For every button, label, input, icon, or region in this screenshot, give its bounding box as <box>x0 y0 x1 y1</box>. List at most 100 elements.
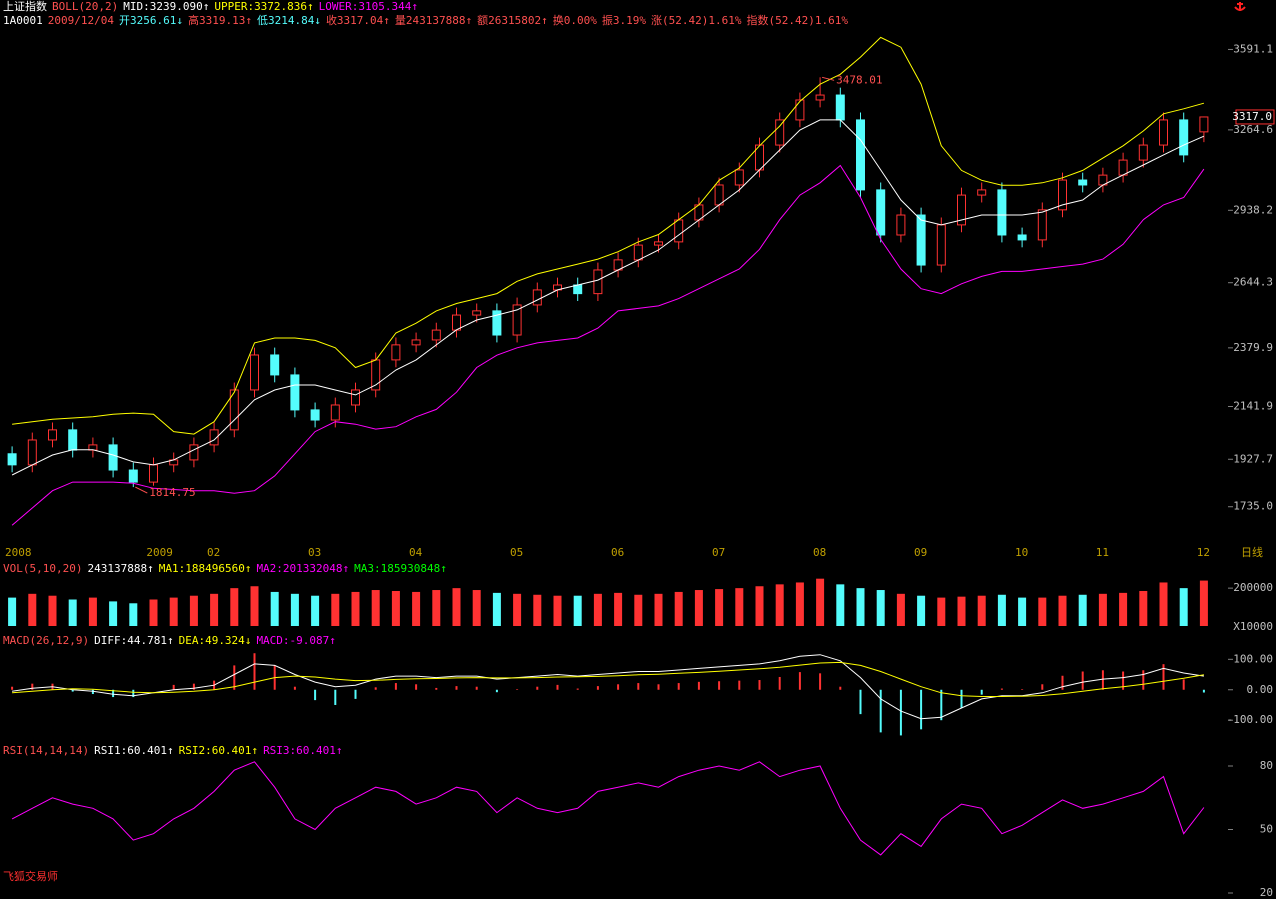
footer-label: 飞狐交易师 <box>3 870 58 883</box>
header-item: DIFF:44.781↑ <box>94 634 174 647</box>
anchor-icon[interactable] <box>1234 2 1246 11</box>
x-tick-label: 2009 <box>146 546 173 559</box>
high-annotation: 3478.01 <box>836 73 882 86</box>
volume-bar <box>977 595 986 626</box>
unit-label: X10000 <box>1233 620 1273 633</box>
candle-body <box>997 189 1007 236</box>
volume-bar <box>593 593 602 626</box>
header-item: 量243137888↑ <box>394 14 473 27</box>
header-line: 上证指数 BOLL(20,2) MID:3239.090↑ UPPER:3372.83… <box>3 0 423 13</box>
y-tick-label: 80 <box>1260 759 1273 772</box>
series-line <box>11 164 1205 526</box>
candle-body <box>573 284 583 295</box>
header-item: 高3319.13↑ <box>187 14 252 27</box>
series-line <box>12 661 1204 697</box>
volume-bar <box>856 588 865 626</box>
candle-body <box>775 119 785 146</box>
y-tick-label: 3591.1 <box>1233 42 1273 55</box>
volume-bar <box>775 584 784 626</box>
y-tick-label: 50 <box>1260 823 1273 836</box>
volume-bar <box>1179 588 1188 626</box>
volume-bar <box>715 589 724 626</box>
x-tick-label: 11 <box>1096 546 1109 559</box>
candle-body <box>856 119 865 191</box>
volume-bar <box>432 590 441 626</box>
candle-body <box>1017 234 1027 241</box>
header-item: UPPER:3372.836↑ <box>214 0 314 13</box>
x-tick-label: 2008 <box>5 546 32 559</box>
y-tick-label: 2141.9 <box>1233 399 1273 412</box>
volume-bar <box>109 601 118 626</box>
volume-bar <box>1159 582 1168 626</box>
candle-body <box>1078 179 1088 186</box>
candle-body <box>1159 119 1168 146</box>
y-tick-label: 200000 <box>1233 581 1273 594</box>
volume-bar <box>735 588 744 626</box>
x-tick-label: 07 <box>712 546 725 559</box>
volume-bar <box>391 590 400 626</box>
candle-body <box>229 389 239 431</box>
header-item: 振3.19% <box>601 14 647 27</box>
header-item: MA1:188496560↑ <box>158 562 252 575</box>
candle-body <box>431 329 441 341</box>
volume-bar <box>331 593 340 626</box>
volume-bar <box>371 590 380 626</box>
candle-body <box>512 304 522 336</box>
candle-body <box>633 244 643 261</box>
volume-bar <box>290 593 299 626</box>
volume-bar <box>1038 597 1047 626</box>
x-tick-label: 03 <box>308 546 321 559</box>
volume-bar <box>1018 597 1027 626</box>
volume-bar <box>1098 593 1107 626</box>
volume-bar <box>533 594 542 626</box>
volume-bar <box>189 595 198 626</box>
series-line <box>11 119 1205 476</box>
volume-bar <box>1058 595 1067 626</box>
volume-bar <box>937 597 946 626</box>
header-item: 开3256.61↓ <box>118 14 183 27</box>
header-item: RSI3:60.401↑ <box>263 744 343 757</box>
volume-bar <box>8 597 17 626</box>
volume-bar <box>573 595 582 626</box>
header-item: BOLL(20,2) <box>52 0 119 13</box>
y-tick-label: 20 <box>1260 886 1273 899</box>
candle-body <box>189 444 199 461</box>
volume-bar <box>634 594 643 626</box>
header-item: RSI2:60.401↑ <box>178 744 259 757</box>
panel-legend: MACD(26,12,9) DIFF:44.781↑ DEA:49.324↓ MACD… <box>3 634 341 647</box>
panel-legend: VOL(5,10,20) 243137888↑ MA1:188496560↑ MA2:… <box>3 562 452 575</box>
candle-body <box>593 269 603 295</box>
candle-body <box>654 241 663 246</box>
volume-bar <box>311 595 320 626</box>
volume-bar <box>270 591 279 626</box>
candle-body <box>7 453 17 466</box>
volume-bar <box>1078 594 1087 626</box>
candle-body <box>330 404 340 421</box>
volume-bar <box>472 590 481 626</box>
volume-bar <box>997 594 1006 626</box>
y-tick-label: 1927.7 <box>1233 452 1273 465</box>
volume-bar <box>169 597 178 626</box>
candle-body <box>977 189 987 196</box>
volume-bar <box>755 586 764 626</box>
volume-bar <box>1119 592 1128 626</box>
series-line <box>12 36 1205 435</box>
x-tick-label: 05 <box>510 546 523 559</box>
candle-body <box>734 169 744 186</box>
candle-body <box>270 354 280 376</box>
candle-body <box>957 194 966 226</box>
annotation-pointer <box>135 486 148 494</box>
header-item: 低3214.84↓ <box>256 14 321 27</box>
header-item: MA3:185930848↑ <box>354 562 447 575</box>
header-item: 收3317.04↑ <box>325 14 390 27</box>
volume-bar <box>1199 580 1208 626</box>
candle-body <box>209 429 219 446</box>
candle-body <box>674 219 684 243</box>
volume-bar <box>1139 590 1148 626</box>
x-tick-label: 06 <box>611 546 624 559</box>
volume-bar <box>876 590 885 626</box>
header-item: 上证指数 <box>3 0 47 13</box>
volume-bar <box>412 591 421 626</box>
